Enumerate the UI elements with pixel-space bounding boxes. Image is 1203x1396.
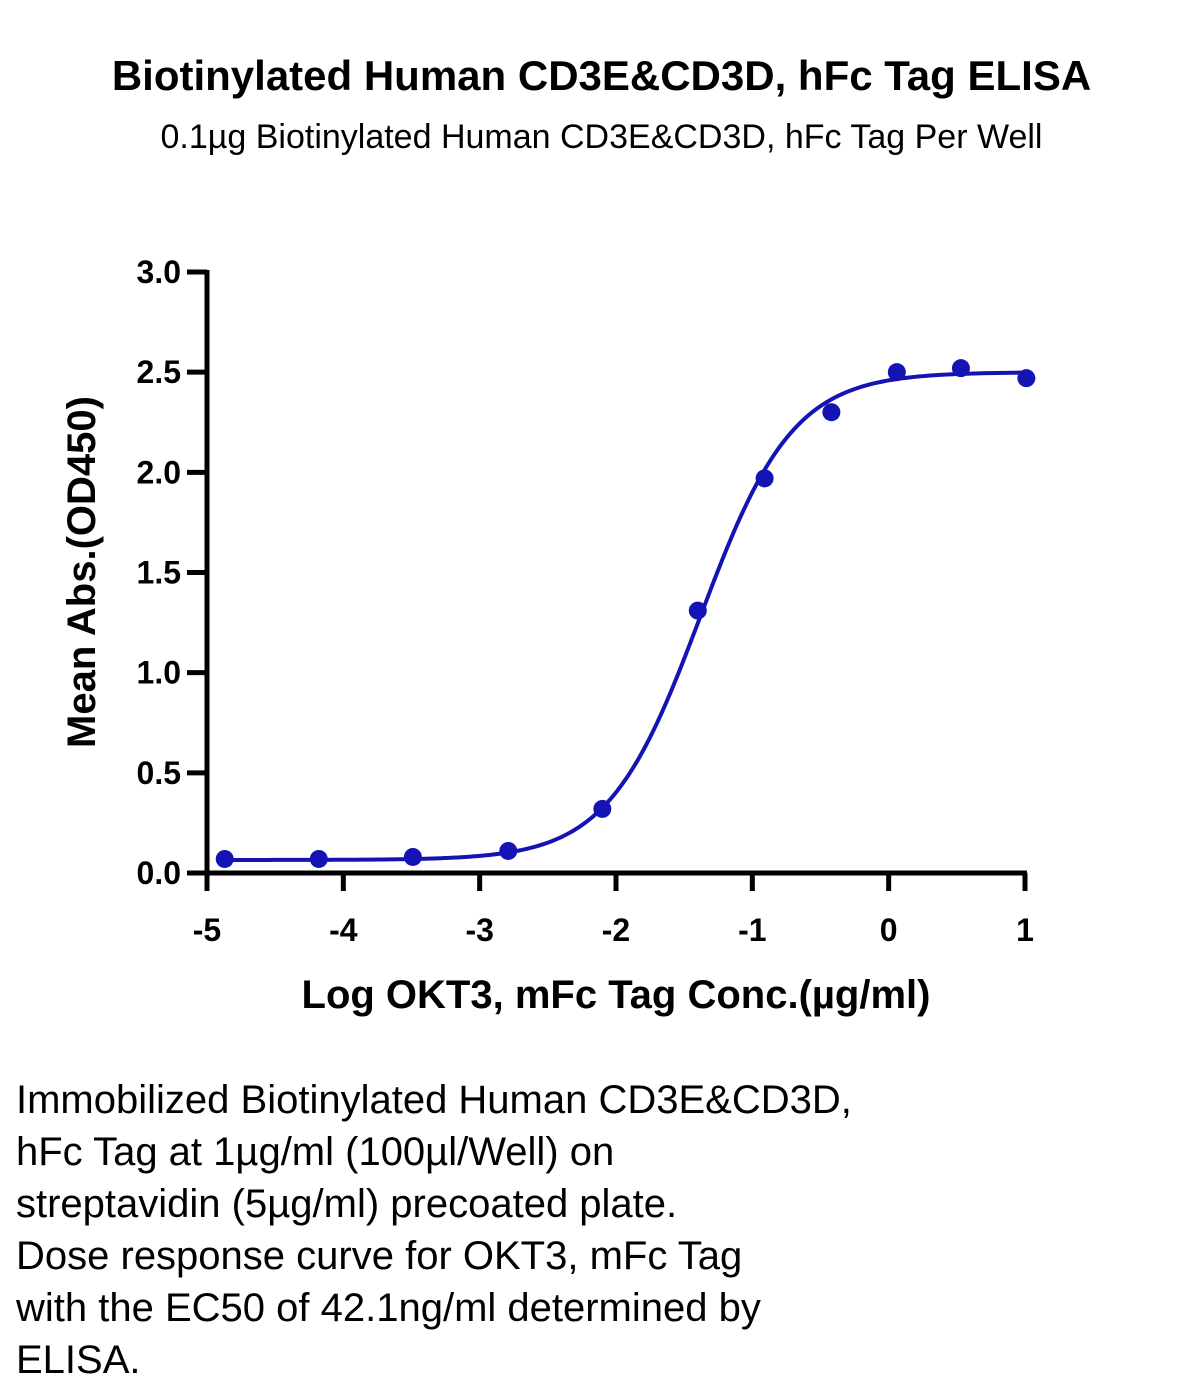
data-point: [309, 849, 328, 868]
data-point: [593, 799, 612, 818]
data-points: [215, 359, 1036, 868]
y-tick-label: 0.5: [137, 755, 181, 791]
data-point: [822, 403, 841, 422]
data-point: [755, 469, 774, 488]
data-point: [887, 363, 906, 382]
data-point: [951, 359, 970, 378]
x-axis-title: Log OKT3, mFc Tag Conc.(µg/ml): [302, 973, 931, 1017]
chart-subtitle: 0.1µg Biotinylated Human CD3E&CD3D, hFc …: [160, 118, 1043, 156]
x-tick-label: 1: [1016, 912, 1034, 948]
data-point: [1017, 369, 1036, 388]
x-tick-label: -1: [738, 912, 766, 948]
x-axis-ticks: -5 -4 -3 -2 -1 0 1: [193, 873, 1034, 948]
data-point: [215, 849, 234, 868]
caption: Immobilized Biotinylated Human CD3E&CD3D…: [16, 1078, 852, 1382]
x-tick-label: -5: [193, 912, 221, 948]
chart-title: Biotinylated Human CD3E&CD3D, hFc Tag EL…: [111, 52, 1092, 99]
x-tick-label: -3: [465, 912, 493, 948]
y-tick-label: 1.5: [137, 555, 181, 591]
x-tick-label: 0: [880, 912, 898, 948]
y-tick-label: 2.5: [137, 354, 181, 390]
y-axis-ticks: 0.0 0.5 1.0 1.5 2.0 2.5 3.0: [137, 254, 207, 891]
data-point: [688, 601, 707, 620]
y-tick-label: 2.0: [137, 454, 181, 490]
x-tick-label: -4: [329, 912, 358, 948]
y-axis-title: Mean Abs.(OD450): [60, 396, 104, 748]
chart: 0.0 0.5 1.0 1.5 2.0 2.5 3.0 -5 -4 -3 -2 -1 0 1 Log O…: [60, 254, 1036, 1017]
y-tick-label: 0.0: [137, 855, 181, 891]
fit-curve: [224, 370, 1027, 862]
y-tick-label: 1.0: [137, 655, 181, 691]
data-point: [403, 847, 422, 866]
y-tick-label: 3.0: [137, 254, 181, 290]
x-tick-label: -2: [602, 912, 630, 948]
data-point: [499, 841, 518, 860]
